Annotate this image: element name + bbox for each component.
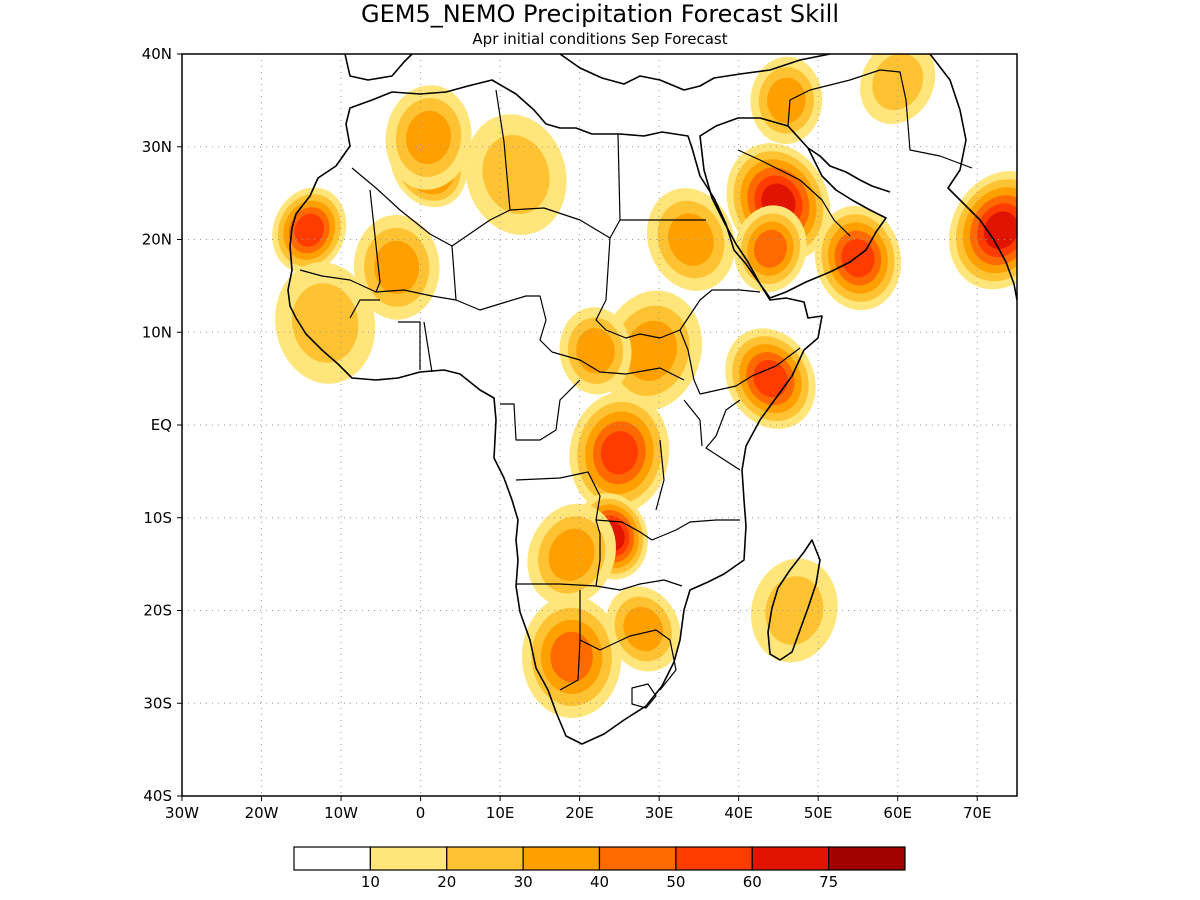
legend-label: 20 (437, 873, 456, 891)
map-subtitle: Apr initial conditions Sep Forecast (472, 30, 727, 48)
legend-label: 75 (819, 873, 838, 891)
latitude-tick-label: 10N (142, 323, 172, 341)
mediterranean-north-coastline (559, 53, 831, 91)
persian-gulf-coastline (807, 147, 891, 193)
longitude-tick-label: 30E (645, 804, 674, 822)
iberia-europe-coastline (344, 53, 413, 81)
skill-contour (668, 213, 714, 266)
skill-contour (767, 77, 806, 124)
africa-coastline (287, 79, 823, 745)
skill-contour (482, 135, 550, 214)
legend-color-swatch (751, 846, 830, 871)
legend-color-swatch (522, 846, 601, 871)
legend-label: 10 (361, 873, 380, 891)
longitude-tick-label: 20E (565, 804, 594, 822)
map-title: GEM5_NEMO Precipitation Forecast Skill (361, 0, 839, 28)
legend-color-swatch (293, 846, 371, 871)
longitude-tick-label: 10E (486, 804, 515, 822)
latitude-tick-label: 40S (143, 787, 172, 805)
skill-contour (292, 283, 359, 363)
latitude-tick-label: 10S (143, 509, 172, 527)
skill-contour (600, 431, 638, 475)
skill-region (750, 56, 823, 145)
skill-region (465, 114, 567, 235)
legend-color-swatch (446, 846, 524, 871)
longitude-tick-label: 50E (804, 804, 833, 822)
skill-region (949, 171, 1017, 290)
legend-label: 50 (666, 873, 685, 891)
legend-label: 60 (743, 873, 762, 891)
latitude-tick-label: 20N (142, 231, 172, 249)
longitude-tick-label: 70E (963, 804, 992, 822)
skill-contour (576, 328, 615, 374)
skill-region (275, 262, 376, 384)
skill-contour (872, 54, 924, 111)
legend-label: 40 (590, 873, 609, 891)
skill-contour (406, 110, 451, 165)
graticule (182, 54, 1017, 796)
latitude-tick-label: 20S (143, 602, 172, 620)
skill-contour (550, 631, 593, 683)
skill-shading (272, 54, 1017, 718)
longitude-tick-label: 30W (165, 804, 199, 822)
longitude-tick-label: 60E (883, 804, 912, 822)
skill-contour (623, 606, 664, 652)
legend-color-swatch (675, 846, 753, 871)
longitude-tick-label: 40E (724, 804, 753, 822)
skill-contour (753, 229, 788, 268)
legend-color-swatch (828, 846, 906, 871)
legend-color-swatch (369, 846, 448, 871)
skill-region (272, 187, 347, 274)
legend-color-swatch (598, 846, 677, 871)
latitude-tick-label: 40N (142, 45, 172, 63)
map-plot-area (181, 53, 1018, 797)
skill-region (734, 205, 807, 293)
longitude-tick-labels: 30W 20W 10W 0 10E 20E 30E 40E 50E 60E 70E (165, 796, 992, 822)
skill-contour (294, 213, 325, 247)
skill-region (385, 85, 472, 190)
latitude-tick-label: 30N (142, 138, 172, 156)
india-coastline (929, 53, 1018, 301)
skill-contour (374, 240, 420, 294)
skill-region (605, 586, 681, 672)
skill-contour (548, 528, 595, 581)
legend-label: 30 (514, 873, 533, 891)
latitude-tick-label: 30S (143, 694, 172, 712)
madagascar-coastline (767, 539, 821, 661)
skill-region (569, 391, 670, 514)
country-borders (299, 69, 973, 709)
skill-region (860, 54, 936, 125)
longitude-tick-label: 10W (324, 804, 358, 822)
skill-contour (753, 359, 788, 398)
longitude-tick-label: 0 (416, 804, 426, 822)
skill-region (527, 503, 616, 607)
latitude-tick-label: EQ (151, 416, 172, 434)
latitude-tick-labels: 40N 30N 20N 10N EQ 10S 20S 30S 40S (142, 45, 182, 805)
color-legend: 10 20 30 40 50 60 75 (293, 846, 906, 891)
longitude-tick-label: 20W (245, 804, 279, 822)
